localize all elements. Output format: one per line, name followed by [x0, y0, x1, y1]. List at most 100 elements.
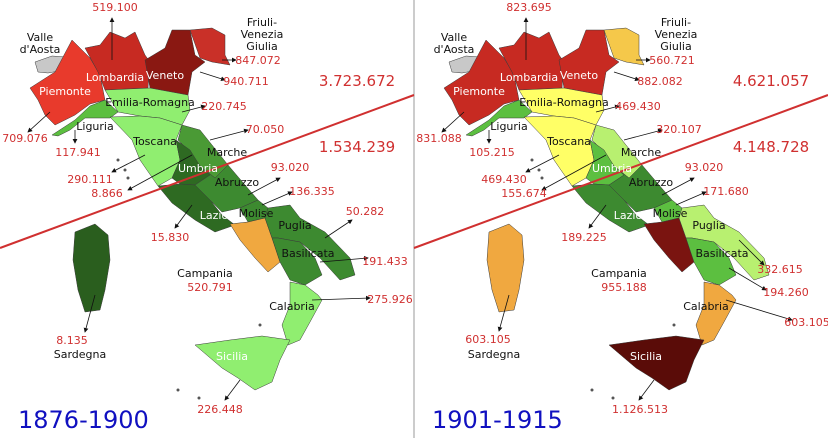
label-sicilia: Sicilia	[216, 350, 248, 363]
label-puglia: Puglia	[692, 219, 725, 232]
label-piemonte: Piemonte	[453, 85, 505, 98]
arrow-lazio	[588, 204, 607, 229]
north-south-line	[0, 94, 415, 249]
value-abruzzo: 93.020	[685, 161, 724, 174]
region-sicilia	[194, 335, 291, 391]
label-friuli: Friuli-	[247, 16, 277, 29]
arrow-umbria	[127, 154, 193, 191]
label-puglia: Puglia	[278, 219, 311, 232]
label-piemonte: Piemonte	[39, 85, 91, 98]
value-lombardia: 519.100	[92, 1, 138, 14]
region-toscana	[109, 115, 183, 187]
label-liguria: Liguria	[76, 120, 113, 133]
arrow-toscana	[111, 154, 146, 173]
label-campania: Campania	[591, 267, 647, 280]
region-sicilia	[608, 335, 705, 391]
label-friuli: Giulia	[246, 40, 277, 53]
value-puglia: 332.615	[757, 263, 803, 276]
label-emilia: Emilia-Romagna	[519, 96, 609, 109]
value-sicilia: 226.448	[197, 403, 243, 416]
arrow-basilicata	[728, 267, 767, 291]
value-liguria: 105.215	[469, 146, 515, 159]
label-marche: Marche	[621, 146, 662, 159]
value-marche: 320.107	[656, 123, 702, 136]
island-dot	[126, 176, 130, 180]
label-emilia: Emilia-Romagna	[105, 96, 195, 109]
region-calabria	[695, 281, 737, 346]
island-dot	[590, 388, 594, 392]
arrow-abruzzo	[247, 177, 281, 196]
total-south: 4.148.728	[733, 138, 809, 156]
region-basilicata	[685, 237, 737, 286]
island-dot	[116, 158, 120, 162]
label-friuli: Friuli-	[661, 16, 691, 29]
value-friuli: 847.072	[235, 54, 281, 67]
value-lombardia: 823.695	[506, 1, 552, 14]
value-marche: 70.050	[246, 123, 285, 136]
island-dot	[530, 158, 534, 162]
region-piemonte	[29, 39, 106, 126]
arrow-sardegna	[83, 294, 96, 333]
period-label: 1876-1900	[18, 406, 149, 434]
label-friuli: Venezia	[241, 28, 284, 41]
value-sardegna: 603.105	[465, 333, 511, 346]
arrow-sardegna	[497, 294, 510, 332]
label-valle: d'Aosta	[434, 43, 475, 56]
total-north: 3.723.672	[319, 72, 395, 90]
arrow-veneto	[199, 71, 226, 82]
region-lombardia	[84, 31, 151, 91]
label-sicilia: Sicilia	[630, 350, 662, 363]
arrow-emilia	[181, 104, 206, 113]
value-toscana: 290.111	[67, 173, 113, 186]
region-toscana	[523, 115, 597, 187]
arrow-lazio	[174, 204, 193, 229]
island-dot	[197, 396, 201, 400]
arrow-sicilia	[224, 379, 241, 401]
value-sardegna: 8.135	[56, 334, 88, 347]
label-calabria: Calabria	[683, 300, 729, 313]
value-veneto: 882.082	[637, 75, 683, 88]
value-campania: 520.791	[187, 281, 233, 294]
arrow-toscana	[525, 154, 560, 173]
island-dot	[611, 396, 615, 400]
region-lazio	[157, 183, 236, 233]
period-label: 1901-1915	[432, 406, 563, 434]
arrow-puglia	[324, 219, 353, 239]
value-sicilia: 1.126.513	[612, 403, 668, 416]
value-umbria: 8.866	[91, 187, 123, 200]
arrow-piemonte	[27, 111, 51, 133]
label-molise: Molise	[653, 207, 688, 220]
value-lazio: 189.225	[561, 231, 607, 244]
label-basilicata: Basilicata	[281, 247, 334, 260]
island-dot	[537, 168, 541, 172]
total-north: 4.621.057	[733, 72, 809, 90]
label-toscana: Toscana	[132, 135, 177, 148]
label-molise: Molise	[239, 207, 274, 220]
value-toscana: 469.430	[481, 173, 527, 186]
island-dot	[258, 323, 262, 327]
value-molise: 136.335	[289, 185, 335, 198]
value-friuli: 560.721	[649, 54, 695, 67]
arrow-umbria	[541, 154, 607, 191]
label-sardegna: Sardegna	[468, 348, 521, 361]
value-piemonte: 831.088	[416, 132, 462, 145]
region-sardegna	[72, 223, 111, 313]
label-veneto: Veneto	[146, 69, 184, 82]
region-lombardia	[498, 31, 565, 91]
label-lombardia: Lombardia	[500, 71, 558, 84]
arrow-basilicata	[319, 255, 369, 263]
value-veneto: 940.711	[223, 75, 269, 88]
label-valle: Valle	[27, 31, 54, 44]
label-umbria: Umbria	[178, 162, 218, 175]
value-calabria: 275.926	[367, 293, 413, 306]
label-abruzzo: Abruzzo	[215, 176, 260, 189]
value-emilia: 220.745	[201, 100, 247, 113]
arrow-piemonte	[441, 111, 465, 133]
value-basilicata: 191.433	[362, 255, 408, 268]
region-lazio	[571, 183, 650, 233]
value-basilicata: 194.260	[763, 286, 809, 299]
